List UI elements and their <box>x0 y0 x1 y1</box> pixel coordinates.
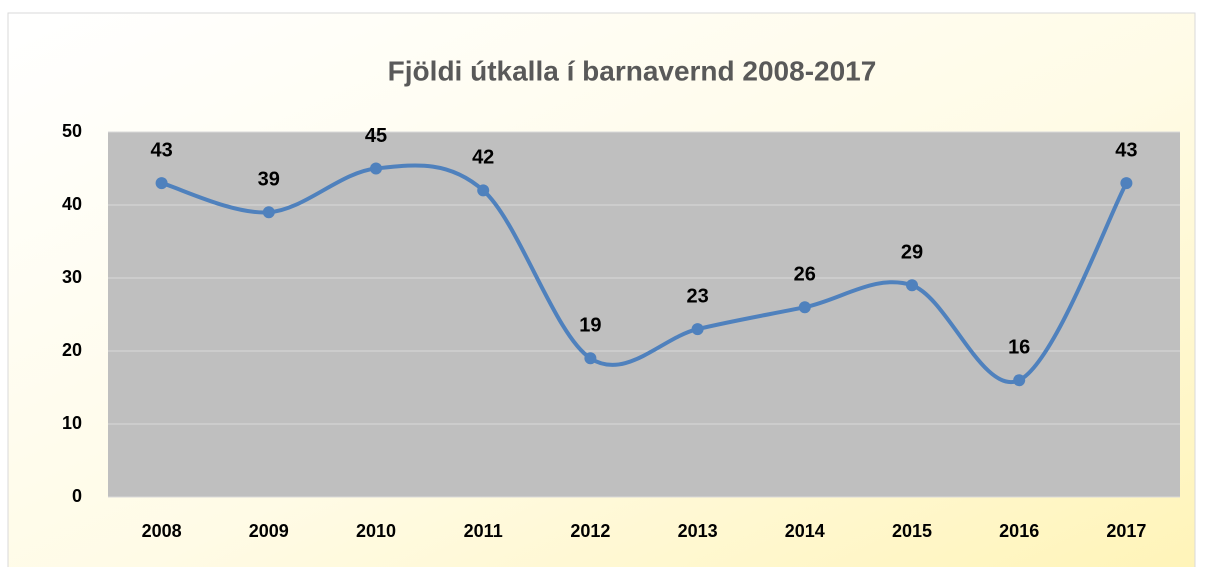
marker <box>1013 374 1026 387</box>
plot-area <box>108 132 1180 497</box>
x-tick-label: 2014 <box>785 521 825 541</box>
y-tick-label: 40 <box>62 194 82 214</box>
marker <box>691 323 704 336</box>
x-tick-label: 2008 <box>142 521 182 541</box>
marker <box>370 162 382 175</box>
marker <box>798 301 811 314</box>
x-tick-label: 2009 <box>249 521 289 541</box>
data-label: 23 <box>686 285 708 307</box>
line <box>159 163 1129 385</box>
data-label: 42 <box>472 147 494 169</box>
x-tick-label: 2010 <box>356 521 396 541</box>
marker <box>1120 177 1133 190</box>
x-tick-label: 2016 <box>999 521 1039 541</box>
marker <box>906 279 918 292</box>
x-tick-label: 2013 <box>678 521 718 541</box>
chart-title: Fjöldi útkalla í barnavernd 2008-2017 <box>388 55 877 86</box>
marker <box>584 352 597 365</box>
data-label: 43 <box>1115 139 1137 161</box>
y-tick-label: 20 <box>62 340 82 360</box>
data-label: 29 <box>901 242 923 264</box>
x-tick-label: 2011 <box>464 521 503 541</box>
marker <box>477 184 490 197</box>
data-label: 26 <box>794 263 816 285</box>
marker <box>155 177 168 190</box>
x-tick-label: 2017 <box>1106 521 1146 541</box>
data-label: 45 <box>365 125 387 147</box>
data-label: 39 <box>258 169 280 191</box>
y-tick-label: 0 <box>72 486 82 506</box>
x-tick-label: 2012 <box>570 521 610 541</box>
y-tick-label: 50 <box>62 121 82 141</box>
data-label: 16 <box>1008 336 1030 358</box>
marker <box>262 206 275 219</box>
x-tick-label: 2015 <box>892 521 932 541</box>
data-label: 19 <box>579 315 601 337</box>
y-tick-label: 10 <box>62 413 82 433</box>
data-label: 43 <box>150 139 172 161</box>
y-tick-label: 30 <box>62 267 82 287</box>
